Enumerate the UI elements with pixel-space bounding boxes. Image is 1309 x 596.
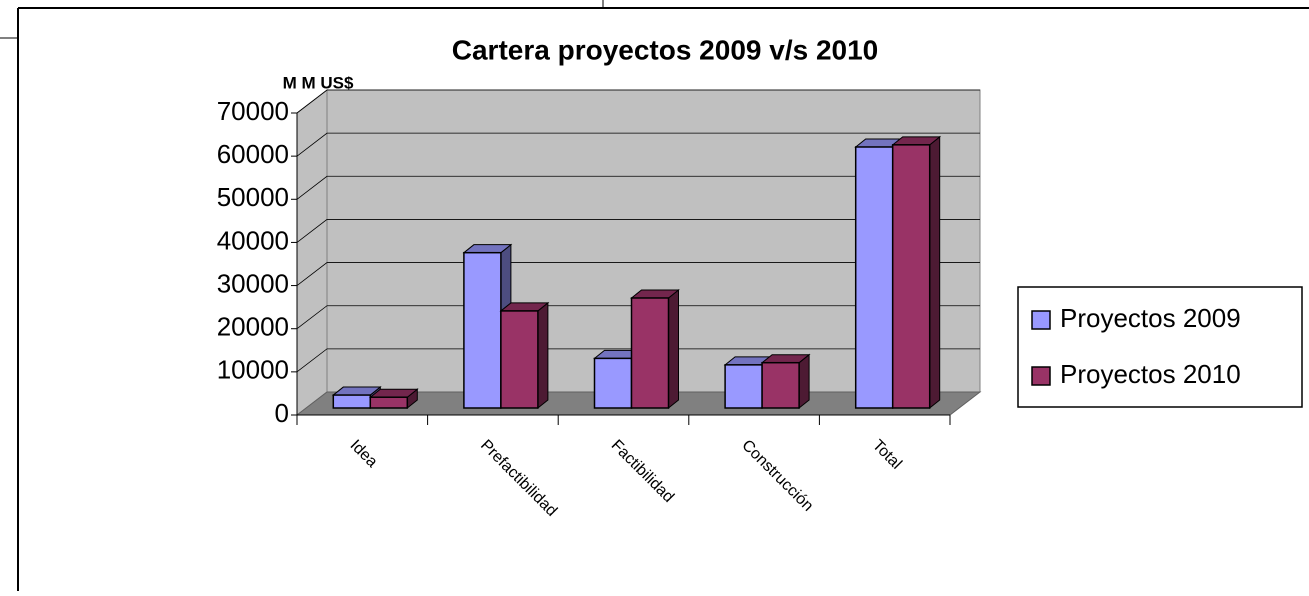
- bar-front: [369, 396, 409, 409]
- bar-side: [668, 288, 679, 410]
- bar-side: [929, 135, 941, 410]
- y-tick-label: 40000: [217, 225, 289, 255]
- grid-line: [296, 305, 980, 330]
- x-tick-label: Prefactibilidad: [477, 437, 560, 520]
- bar-front: [463, 251, 502, 409]
- y-tick-label: 60000: [217, 139, 289, 169]
- bar: [891, 135, 942, 410]
- grid-line: [296, 262, 980, 286]
- legend-label: Proyectos 2010: [1060, 359, 1241, 389]
- x-tick-label: Total: [869, 437, 905, 473]
- y-tick-label: 0: [275, 398, 289, 428]
- legend-label: Proyectos 2009: [1060, 303, 1241, 333]
- y-tick-label: 20000: [217, 312, 289, 342]
- x-tick-label: Factibilidad: [608, 437, 677, 506]
- legend-box: [1017, 286, 1303, 408]
- y-axis-label: M M US$: [283, 73, 354, 92]
- chart-title: Cartera proyectos 2009 v/s 2010: [452, 34, 879, 65]
- bar: [630, 288, 680, 410]
- bar: [760, 353, 811, 410]
- bar: [368, 388, 419, 410]
- y-tick-label: 30000: [217, 268, 289, 298]
- grid-line: [296, 219, 980, 243]
- legend-swatch: [1031, 366, 1051, 386]
- bar-front: [761, 361, 800, 409]
- x-tick-label: Construcción: [738, 437, 816, 515]
- y-tick-label: 10000: [217, 355, 289, 385]
- y-tick-label: 70000: [217, 96, 289, 126]
- grid-line: [296, 132, 980, 157]
- bar-front: [630, 297, 670, 409]
- bar-front: [332, 394, 372, 409]
- x-tick-label: Idea: [346, 437, 380, 471]
- legend-swatch: [1031, 310, 1051, 330]
- side-wall: [296, 88, 328, 417]
- bar-side: [798, 353, 810, 410]
- bar-front: [593, 357, 633, 409]
- grid-line: [296, 175, 980, 200]
- bar-front: [500, 310, 539, 409]
- bar-front: [891, 144, 931, 409]
- bar-side: [537, 301, 549, 410]
- grid-line: [296, 348, 980, 373]
- grid-line: [296, 89, 980, 114]
- bar: [499, 301, 550, 410]
- bar-front: [854, 146, 894, 409]
- bar-front: [724, 364, 763, 409]
- y-tick-label: 50000: [217, 182, 289, 212]
